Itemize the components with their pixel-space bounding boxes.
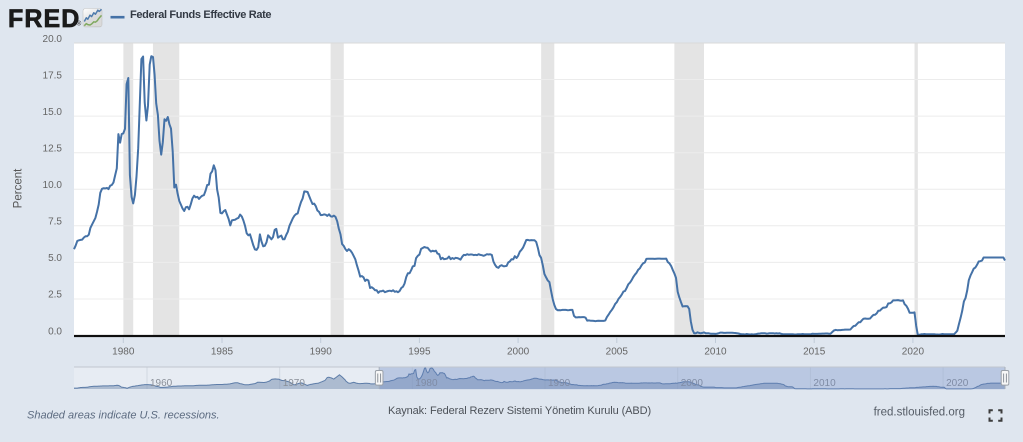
svg-text:5.0: 5.0 xyxy=(48,253,62,264)
svg-text:10.0: 10.0 xyxy=(43,180,63,191)
svg-text:fred.stlouisfed.org: fred.stlouisfed.org xyxy=(874,407,965,419)
svg-text:15.0: 15.0 xyxy=(43,107,63,118)
svg-text:20.0: 20.0 xyxy=(43,34,63,45)
svg-text:1980: 1980 xyxy=(112,347,135,358)
svg-text:2000: 2000 xyxy=(681,378,704,389)
svg-text:1970: 1970 xyxy=(283,378,306,389)
svg-text:12.5: 12.5 xyxy=(43,144,63,155)
svg-text:7.5: 7.5 xyxy=(48,217,62,228)
svg-text:2010: 2010 xyxy=(704,347,727,358)
svg-text:2020: 2020 xyxy=(946,378,969,389)
svg-text:®: ® xyxy=(77,20,82,28)
svg-text:Kaynak: Federal Rezerv Sistemi: Kaynak: Federal Rezerv Sistemi Yönetim K… xyxy=(388,405,651,417)
svg-text:1990: 1990 xyxy=(310,347,333,358)
svg-text:1990: 1990 xyxy=(548,378,571,389)
svg-text:2000: 2000 xyxy=(507,347,530,358)
svg-text:2010: 2010 xyxy=(813,378,836,389)
svg-text:17.5: 17.5 xyxy=(43,70,63,81)
svg-text:FRED: FRED xyxy=(8,5,80,33)
svg-text:2015: 2015 xyxy=(803,347,826,358)
svg-text:2020: 2020 xyxy=(902,347,925,358)
svg-text:Federal Funds Effective Rate: Federal Funds Effective Rate xyxy=(130,9,271,21)
svg-text:Shaded areas indicate U.S. rec: Shaded areas indicate U.S. recessions. xyxy=(27,410,220,422)
svg-text:2005: 2005 xyxy=(606,347,629,358)
svg-text:0.0: 0.0 xyxy=(48,326,62,337)
svg-text:1985: 1985 xyxy=(211,347,234,358)
svg-text:Percent: Percent xyxy=(13,168,25,208)
svg-text:1995: 1995 xyxy=(408,347,431,358)
svg-text:1980: 1980 xyxy=(415,378,438,389)
svg-text:2.5: 2.5 xyxy=(48,290,62,301)
svg-text:1960: 1960 xyxy=(150,378,173,389)
